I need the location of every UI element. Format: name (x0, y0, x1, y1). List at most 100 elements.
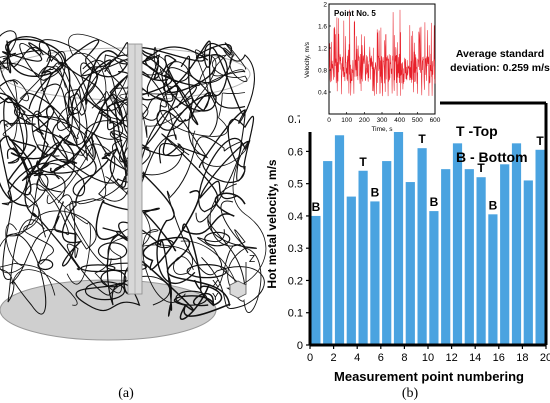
streamline (139, 46, 208, 131)
streamline (158, 115, 255, 183)
bar-labels: B T B T B T B T (312, 132, 545, 214)
inset-x-tick-label: 600 (430, 117, 441, 124)
streamline (119, 97, 209, 163)
inset-y-tick-label: 1.6 (318, 24, 327, 31)
streamline-loop (186, 264, 228, 279)
streamline (121, 61, 218, 190)
bar-chart-panel: B T B T B T B T 0 0.1 0.2 0.3 0.4 0.5 0.6 0.7 0 2 4 6 8 10 1… (265, 48, 550, 401)
x-tick-label: 10 (422, 352, 434, 364)
inset-x-tick-label: 300 (377, 117, 388, 124)
y-axis-label: Hot metal velocity, m/s (265, 159, 279, 288)
y-tick-label: 0 (297, 340, 303, 352)
bar-point-2 (323, 161, 333, 345)
streamline (54, 101, 127, 267)
inset-y-ticks: 0.4 0.8 1.2 1.6 2 (318, 2, 331, 97)
y-tick-label: 0.6 (288, 146, 303, 158)
bar-point-4 (346, 196, 356, 345)
streamline (0, 135, 75, 207)
streamline (31, 92, 123, 159)
inset-series-line (328, 9, 436, 97)
inset-velocity-series (328, 9, 436, 97)
streamline (166, 190, 265, 309)
bar-point-5 (358, 170, 368, 345)
bar-point-17 (500, 164, 510, 345)
y-tick-label: 0.4 (288, 211, 303, 223)
streamline (57, 194, 170, 306)
x-tick-label: 8 (401, 352, 407, 364)
y-tick-label: 0.2 (288, 275, 303, 287)
bar-point-13 (452, 143, 463, 345)
streamline (5, 38, 112, 116)
bar-point-10 (417, 148, 427, 345)
bar-label-10: T (418, 132, 426, 146)
streamline (0, 79, 28, 164)
streamline (1, 172, 49, 280)
streamlines (0, 30, 267, 320)
streamline (82, 42, 161, 97)
streamline (181, 192, 246, 290)
bars (311, 125, 545, 345)
caption-b: (b) (402, 386, 419, 401)
streamline (6, 163, 65, 315)
axis-label-x: X (212, 279, 219, 290)
streamline-loop (80, 264, 116, 273)
streamline (0, 262, 78, 306)
bar-point-9 (405, 182, 415, 345)
inset-x-ticks: 0 100 200 300 400 500 600 (327, 112, 441, 124)
legend-top: T -Top (456, 123, 498, 139)
streamline (85, 49, 136, 178)
streamline (23, 136, 107, 265)
streamline (180, 138, 249, 213)
x-tick-label: 6 (378, 352, 384, 364)
streamline (197, 200, 257, 290)
streamline (199, 42, 248, 85)
inset-chart: 0.4 0.8 1.2 1.6 2 0 100 200 300 400 500 600 Point … (300, 0, 441, 133)
bar-point-3 (334, 135, 345, 345)
bar-label-11: B (430, 195, 439, 209)
x-tick-label: 0 (307, 352, 313, 364)
streamline (168, 136, 242, 223)
streamline (1, 42, 185, 157)
streamline-loop (97, 242, 128, 261)
bar-label-1: B (312, 200, 321, 214)
inset-y-tick-label: 0.4 (318, 90, 327, 97)
bar-label-6: B (371, 185, 380, 199)
std-label-line1: Average standard (456, 48, 544, 60)
axis-cube (229, 280, 247, 299)
x-tick-label: 4 (354, 352, 360, 364)
y-tick-label: 0.3 (288, 243, 303, 255)
x-tick-label: 14 (469, 352, 481, 364)
inset-x-tick-label: 100 (341, 117, 352, 124)
streamline-loop (37, 259, 54, 271)
streamline (40, 55, 87, 139)
bar-point-7 (382, 161, 392, 345)
streamline (0, 30, 141, 122)
bar-point-11 (429, 211, 439, 345)
x-tick-label: 20 (540, 352, 550, 364)
bar-point-18 (511, 143, 522, 345)
bar-point-6 (370, 201, 380, 345)
inset-x-tick-label: 200 (359, 117, 370, 124)
streamline (0, 191, 39, 274)
streamline (0, 92, 80, 271)
x-tick-label: 18 (516, 352, 528, 364)
y-tick-label: 0.7 (288, 114, 303, 126)
streamline (195, 42, 246, 109)
inset-y-tick-label: 1.2 (318, 46, 327, 53)
axis-triad: Z X Y (212, 254, 255, 303)
y-tick-label: 0.1 (288, 308, 303, 320)
lance (127, 43, 143, 295)
streamline-loop (106, 262, 148, 272)
x-axis-ticks: 0 2 4 6 8 10 12 14 16 18 20 (307, 345, 550, 364)
streamline (119, 49, 246, 138)
bar-point-14 (464, 169, 474, 345)
inset-y-label: Velocity, m/s (304, 41, 311, 78)
streamline-loop (175, 290, 208, 306)
std-label-line2: deviation: 0.259 m/s (450, 62, 550, 74)
inset-y-tick-label: 2 (323, 2, 327, 9)
streamline-loop (84, 281, 126, 301)
streamline (6, 36, 71, 182)
x-tick-label: 16 (493, 352, 505, 364)
bar-point-15 (476, 177, 486, 345)
